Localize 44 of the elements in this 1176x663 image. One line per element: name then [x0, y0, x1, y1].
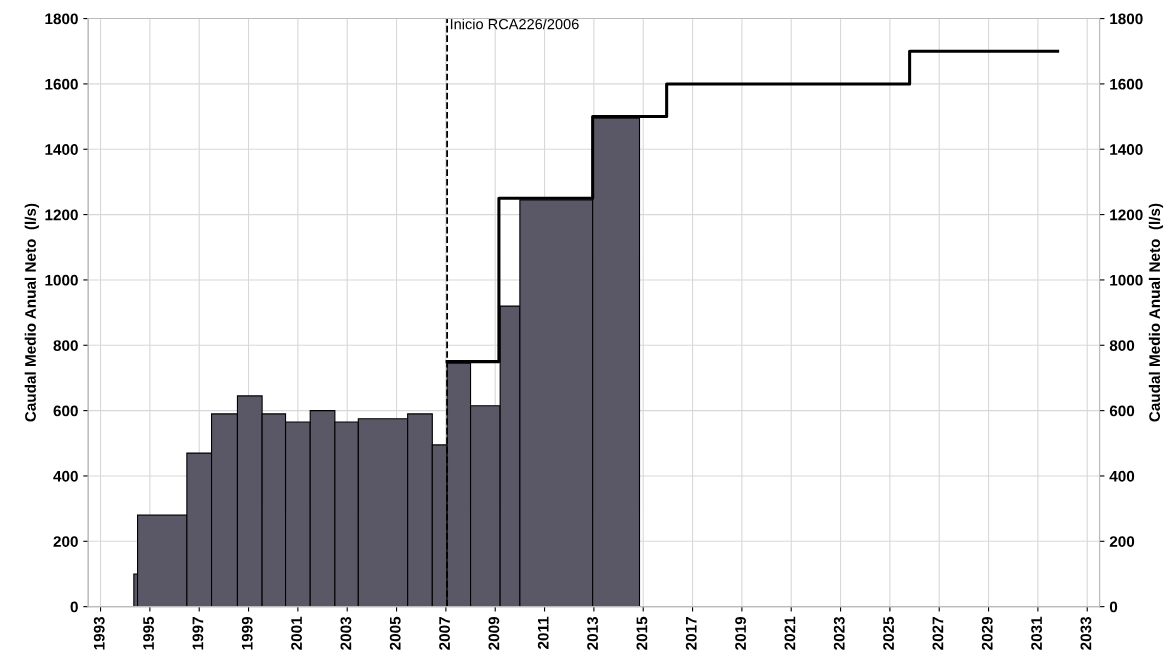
y2-tick-label: 1200: [1110, 209, 1143, 221]
y-tick-label: 400: [53, 470, 78, 482]
x-tick-label: 2021: [784, 616, 796, 650]
x-tick-label: 2025: [883, 616, 894, 650]
x-tick-label: 2013: [587, 616, 598, 650]
x-tick-label: 1999: [241, 616, 253, 650]
y-axis-title: Caudal Medio Anual Neto (l/s): [24, 203, 39, 422]
x-tick-label: 1993: [93, 616, 105, 650]
x-tick-label: 2023: [833, 616, 845, 650]
y-tick-label: 600: [53, 405, 78, 417]
y2-tick-label: 0: [1109, 601, 1118, 613]
y-tick-label: 1000: [45, 274, 78, 286]
y-tick-label: 800: [53, 340, 78, 351]
y2-tick-label: 1600: [1110, 78, 1143, 90]
y2-tick-label: 200: [1109, 536, 1135, 547]
ref-line-label: Inicio RCA226/2006: [450, 18, 579, 30]
x-tick-label: 2015: [636, 616, 648, 650]
x-tick-label: 2009: [488, 616, 500, 650]
x-tick-label: 2019: [735, 616, 746, 650]
y2-tick-label: 400: [1109, 470, 1135, 482]
x-tick-label: 2031: [1031, 616, 1043, 650]
y-tick-label: 200: [53, 536, 78, 547]
y-tick-label: 1600: [45, 78, 78, 90]
x-tick-label: 2033: [1080, 616, 1092, 650]
x-tick-label: 2001: [291, 616, 302, 650]
y2-tick-label: 800: [1109, 340, 1135, 351]
y2-tick-label: 1400: [1110, 144, 1143, 155]
x-tick-label: 2029: [981, 616, 993, 650]
x-tick-label: 2011: [537, 616, 549, 649]
y2-tick-label: 600: [1109, 405, 1135, 417]
x-tick-label: 1995: [143, 616, 154, 650]
x-tick-label: 1997: [192, 617, 204, 650]
x-tick-label: 2005: [389, 616, 401, 650]
y2-tick-label: 1000: [1110, 274, 1143, 286]
x-tick-label: 2003: [340, 616, 352, 650]
x-tick-label: 2007: [439, 617, 450, 650]
y-tick-label: 1800: [45, 13, 78, 25]
x-tick-label: 2027: [932, 617, 944, 650]
y-tick-label: 0: [70, 601, 78, 613]
x-tick-label: 2017: [685, 617, 697, 650]
y2-axis-title: Caudal Medio Anual Neto (l/s): [1148, 203, 1164, 422]
y2-tick-label: 1800: [1110, 13, 1143, 25]
y-tick-label: 1400: [45, 144, 78, 155]
y-tick-label: 1200: [45, 209, 78, 221]
